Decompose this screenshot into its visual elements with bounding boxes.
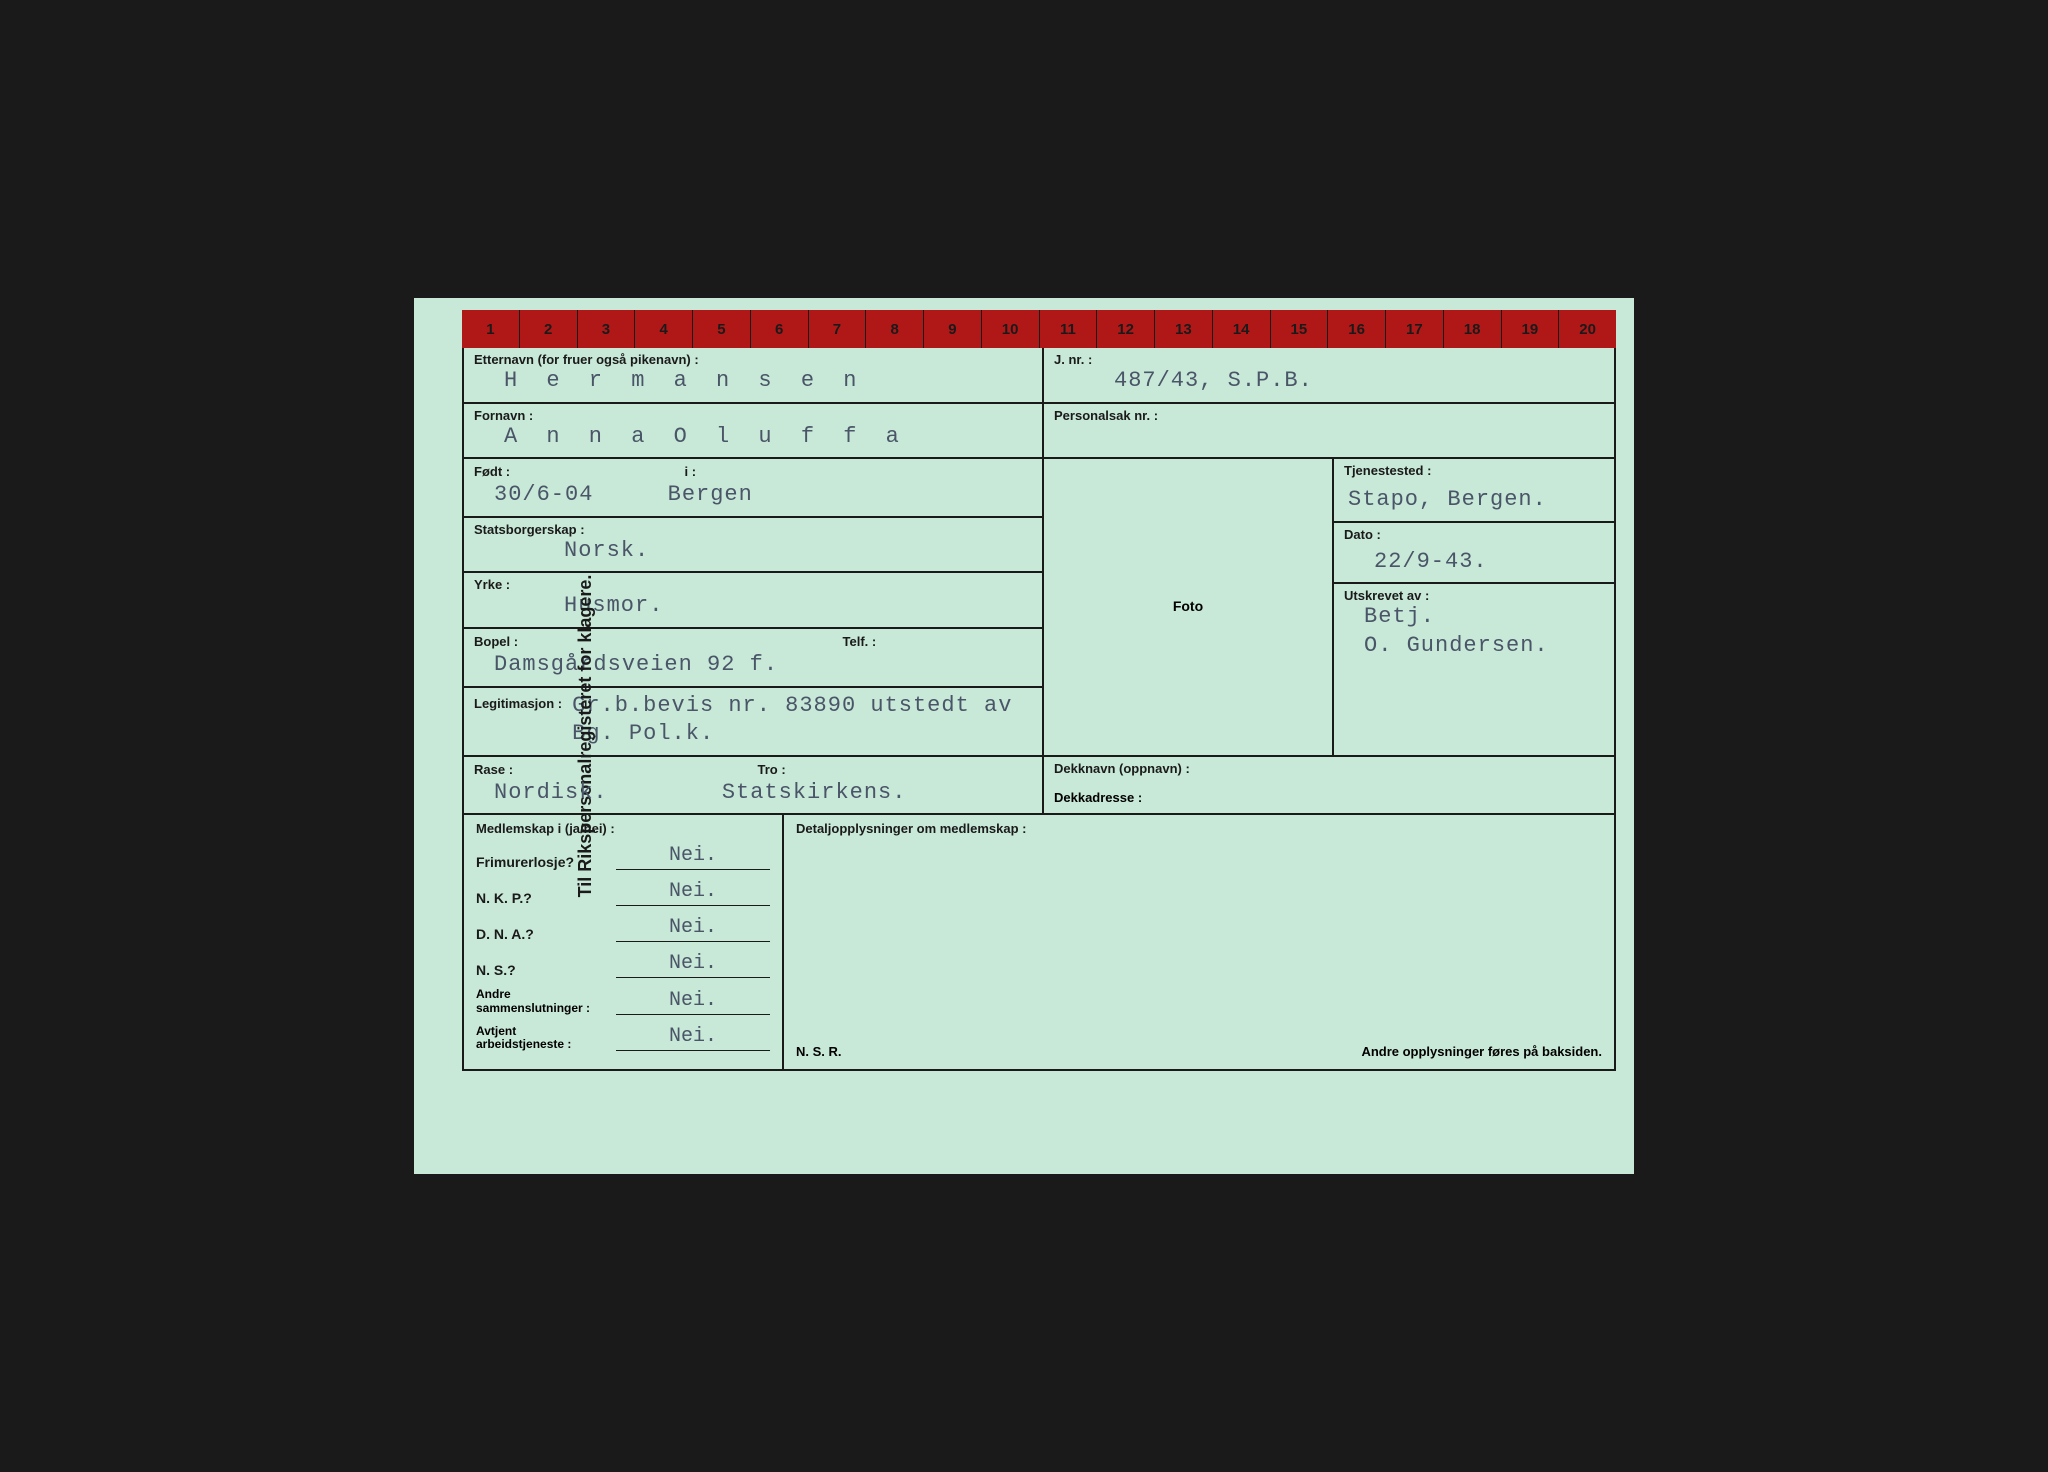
mem-label-andre: Andre sammenslutninger : xyxy=(476,988,616,1014)
value-jnr: 487/43, S.P.B. xyxy=(1054,367,1604,396)
ruler-cell: 7 xyxy=(809,310,867,348)
value-fornavn: A n n a O l u f f a xyxy=(474,423,1032,452)
mem-value-ns: Nei. xyxy=(616,952,770,978)
footer-baksiden: Andre opplysninger føres på baksiden. xyxy=(1361,1044,1602,1059)
label-bopel: Bopel : xyxy=(474,634,518,649)
membership-details: Detaljopplysninger om medlemskap : N. S.… xyxy=(784,815,1614,1069)
vertical-side-label: Til Rikspersonalregisteret for klagere. xyxy=(575,575,596,898)
field-jnr: J. nr. : 487/43, S.P.B. xyxy=(1044,348,1614,402)
label-dato: Dato : xyxy=(1344,527,1604,542)
ruler-cell: 13 xyxy=(1155,310,1213,348)
value-rase-tro: Nordisk. Statskirkens. xyxy=(474,779,1032,808)
ruler-cell: 14 xyxy=(1213,310,1271,348)
label-jnr: J. nr. : xyxy=(1054,352,1604,367)
label-dekkadresse: Dekkadresse : xyxy=(1054,790,1604,805)
value-fodt: 30/6-04 Bergen xyxy=(474,481,1032,510)
mem-row-avtjent: Avtjent arbeidstjeneste : Nei. xyxy=(476,1025,770,1051)
value-rase: Nordisk. xyxy=(494,780,608,805)
mem-label-ns: N. S.? xyxy=(476,962,616,978)
label-i: i : xyxy=(685,464,697,479)
value-tjenestested: Stapo, Bergen. xyxy=(1344,478,1604,515)
value-yrke: Husmor. xyxy=(474,592,1032,621)
ruler-cell: 2 xyxy=(520,310,578,348)
ruler-cell: 19 xyxy=(1502,310,1560,348)
field-rase-tro: Rase : Tro : Nordisk. Statskirkens. xyxy=(464,757,1044,814)
value-dato: 22/9-43. xyxy=(1344,542,1604,577)
registration-card: Til Rikspersonalregisteret for klagere. … xyxy=(414,298,1634,1174)
footer-nsr: N. S. R. xyxy=(796,1044,842,1059)
form-body: Etternavn (for fruer også pikenavn) : H … xyxy=(462,348,1616,1071)
membership-section: Medlemskap i (ja/nei) : Frimurerlosje? N… xyxy=(464,815,1614,1069)
mem-label-avtjent: Avtjent arbeidstjeneste : xyxy=(476,1025,616,1051)
ruler-cell: 9 xyxy=(924,310,982,348)
field-etternavn: Etternavn (for fruer også pikenavn) : H … xyxy=(464,348,1044,402)
label-tjenestested: Tjenestested : xyxy=(1344,463,1604,478)
label-foto: Foto xyxy=(1173,598,1203,614)
mem-row-andre: Andre sammenslutninger : Nei. xyxy=(476,988,770,1014)
ruler-cell: 5 xyxy=(693,310,751,348)
mem-value-nkp: Nei. xyxy=(616,880,770,906)
value-fodt-date: 30/6-04 xyxy=(494,482,593,507)
label-fodt: Født : xyxy=(474,464,510,479)
field-yrke: Yrke : Husmor. xyxy=(464,573,1042,629)
field-dekknavn: Dekknavn (oppnavn) : Dekkadresse : xyxy=(1044,757,1614,814)
label-utskrevet: Utskrevet av : xyxy=(1344,588,1604,603)
mem-value-avtjent: Nei. xyxy=(616,1025,770,1051)
value-tro: Statskirkens. xyxy=(722,780,907,805)
label-dekknavn: Dekknavn (oppnavn) : xyxy=(1054,761,1604,776)
value-legitimasjon: Gr.b.bevis nr. 83890 utstedt av Bg. Pol.… xyxy=(562,692,1032,749)
label-personalsak: Personalsak nr. : xyxy=(1054,408,1604,423)
field-personalsak: Personalsak nr. : xyxy=(1044,404,1614,458)
ruler-cell: 16 xyxy=(1328,310,1386,348)
ruler-cell: 11 xyxy=(1040,310,1098,348)
label-detalj: Detaljopplysninger om medlemskap : xyxy=(796,821,1602,836)
field-fodt: Født : i : 30/6-04 Bergen xyxy=(464,459,1042,518)
ruler-cell: 1 xyxy=(462,310,520,348)
mem-value-dna: Nei. xyxy=(616,916,770,942)
number-ruler: 1 2 3 4 5 6 7 8 9 10 11 12 13 14 15 16 1… xyxy=(462,310,1616,348)
ruler-cell: 4 xyxy=(635,310,693,348)
mem-row-nkp: N. K. P.? Nei. xyxy=(476,880,770,906)
field-bopel: Bopel : Telf. : Damsgårdsveien 92 f. xyxy=(464,629,1042,688)
label-rase: Rase : xyxy=(474,762,513,777)
mem-label-dna: D. N. A.? xyxy=(476,926,616,942)
field-utskrevet: Utskrevet av : Betj. O. Gundersen. xyxy=(1334,584,1614,754)
label-yrke: Yrke : xyxy=(474,577,1032,592)
mem-row-dna: D. N. A.? Nei. xyxy=(476,916,770,942)
ruler-cell: 10 xyxy=(982,310,1040,348)
value-utskrevet: Betj. O. Gundersen. xyxy=(1344,603,1604,660)
value-fodt-place: Bergen xyxy=(668,482,753,507)
field-dato: Dato : 22/9-43. xyxy=(1334,523,1614,585)
ruler-cell: 6 xyxy=(751,310,809,348)
label-medlemskap: Medlemskap i (ja/nei) : xyxy=(476,821,770,836)
field-legitimasjon: Legitimasjon : Gr.b.bevis nr. 83890 utst… xyxy=(464,688,1042,755)
mem-value-frimurer: Nei. xyxy=(616,844,770,870)
ruler-cell: 18 xyxy=(1444,310,1502,348)
field-statsborgerskap: Statsborgerskap : Norsk. xyxy=(464,518,1042,574)
ruler-cell: 17 xyxy=(1386,310,1444,348)
label-statsborgerskap: Statsborgerskap : xyxy=(474,522,1032,537)
ruler-cell: 12 xyxy=(1097,310,1155,348)
label-fornavn: Fornavn : xyxy=(474,408,1032,423)
label-telf: Telf. : xyxy=(843,634,877,649)
value-bopel: Damsgårdsveien 92 f. xyxy=(474,651,1032,680)
membership-list: Medlemskap i (ja/nei) : Frimurerlosje? N… xyxy=(464,815,784,1069)
foto-placeholder: Foto xyxy=(1044,459,1334,755)
field-tjenestested: Tjenestested : Stapo, Bergen. xyxy=(1334,459,1614,523)
value-statsborgerskap: Norsk. xyxy=(474,537,1032,566)
label-tro: Tro : xyxy=(757,762,785,777)
mem-row-frimurer: Frimurerlosje? Nei. xyxy=(476,844,770,870)
ruler-cell: 20 xyxy=(1559,310,1616,348)
field-fornavn: Fornavn : A n n a O l u f f a xyxy=(464,404,1044,458)
label-etternavn: Etternavn (for fruer også pikenavn) : xyxy=(474,352,1032,367)
value-etternavn: H e r m a n s e n xyxy=(474,367,1032,396)
label-legitimasjon: Legitimasjon : xyxy=(474,692,562,749)
ruler-cell: 8 xyxy=(866,310,924,348)
ruler-cell: 15 xyxy=(1271,310,1329,348)
ruler-cell: 3 xyxy=(578,310,636,348)
mem-value-andre: Nei. xyxy=(616,989,770,1015)
mem-row-ns: N. S.? Nei. xyxy=(476,952,770,978)
